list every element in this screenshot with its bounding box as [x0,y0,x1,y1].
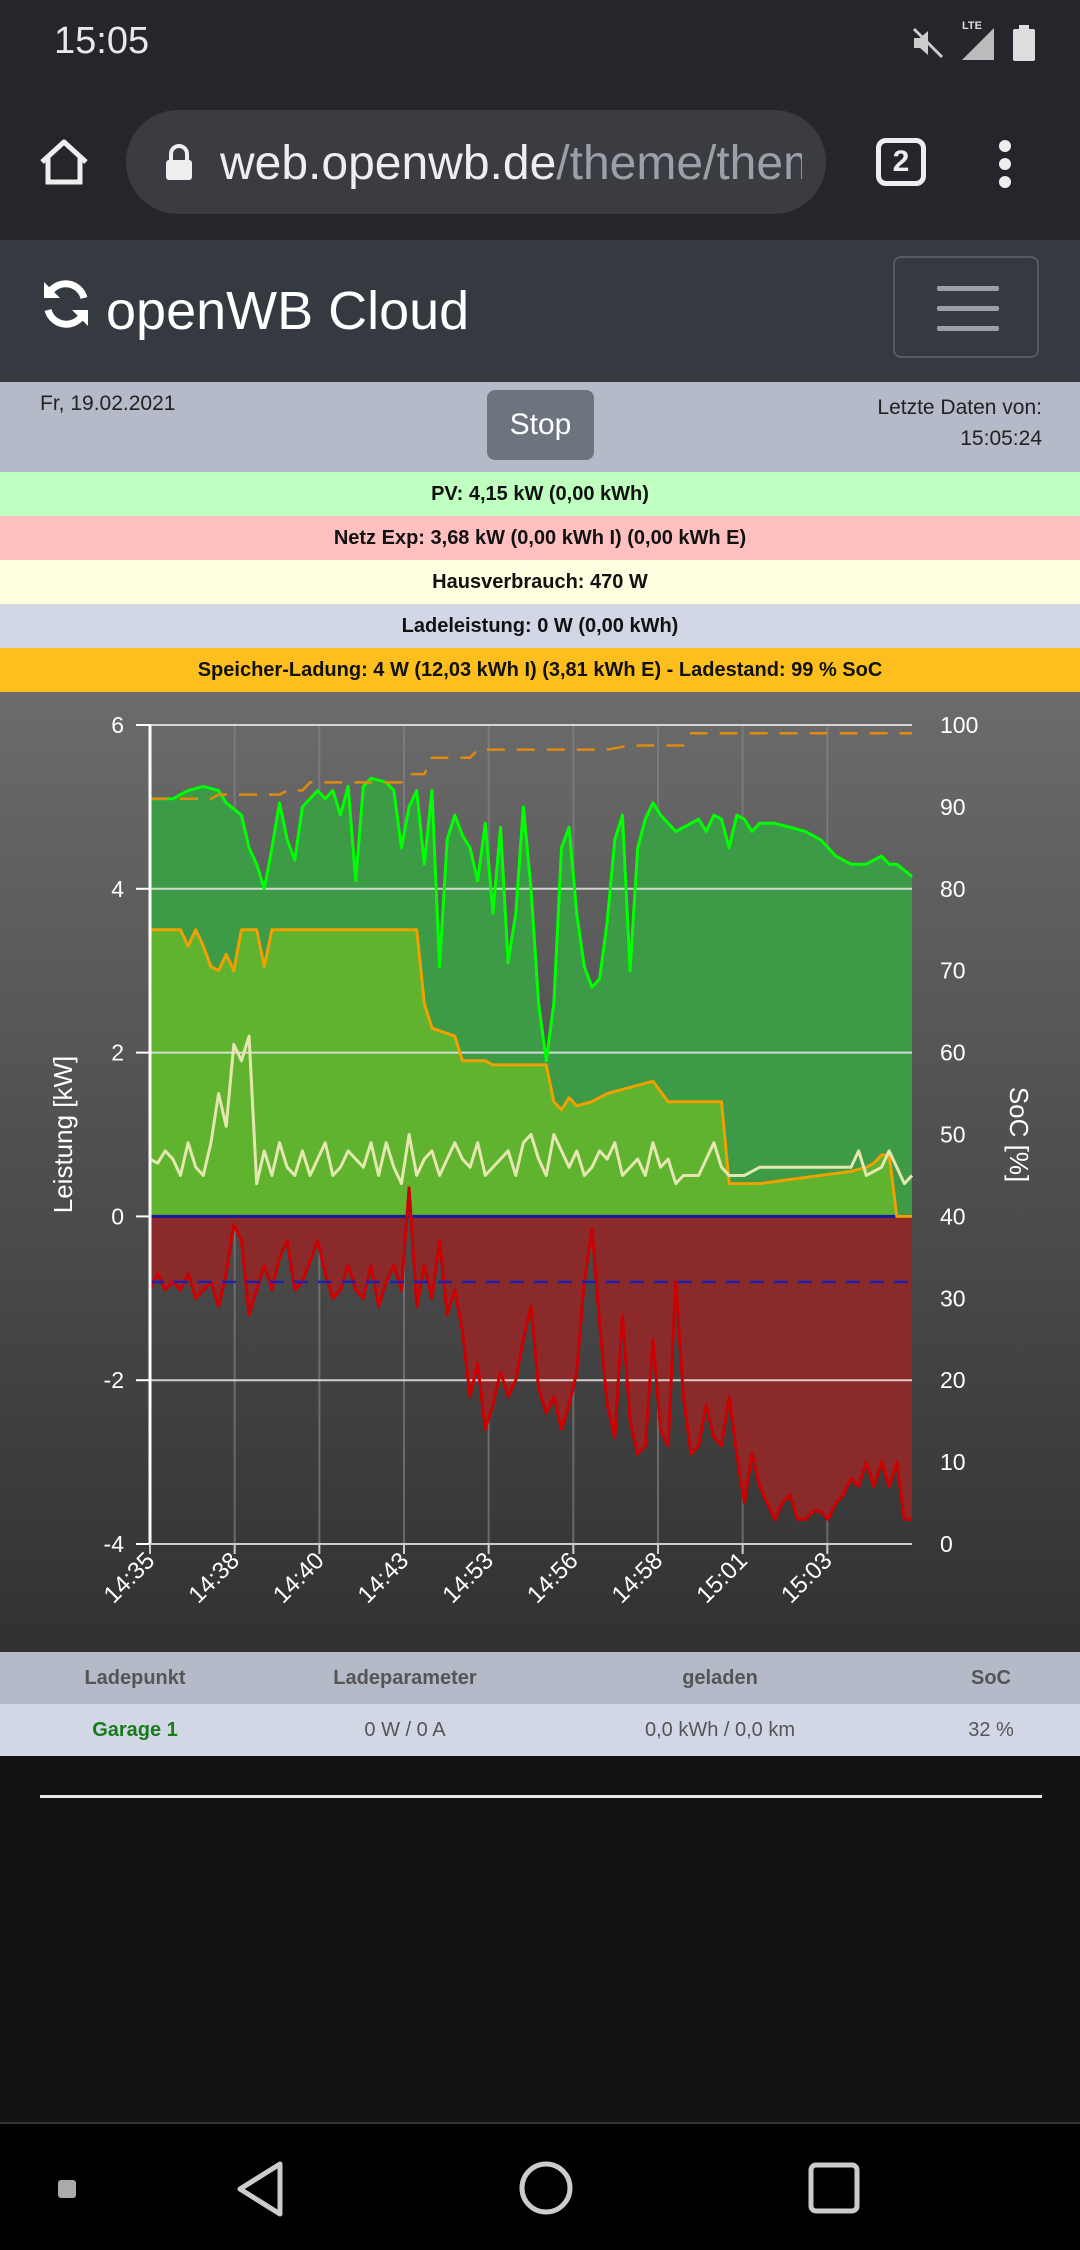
y2-tick-label: 40 [940,1203,966,1229]
x-tick-label: 14:58 [607,1547,669,1609]
y2-tick-label: 0 [940,1531,953,1557]
header-ladepunkt: Ladepunkt [84,1667,186,1689]
y2-tick-label: 90 [940,794,966,820]
table-header: Ladepunkt Ladeparameter geladen SoC [0,1652,1080,1704]
y-tick-label: -4 [104,1531,125,1557]
brand[interactable]: openWB Cloud [38,276,469,345]
mute-icon [910,25,946,66]
x-tick-label: 14:53 [437,1547,499,1609]
info-bar: Fr, 19.02.2021 Stop Letzte Daten von: 15… [0,382,1080,472]
y2-tick-label: 20 [940,1367,966,1393]
speicher-area [150,929,912,1217]
cell-geladen: 0,0 kWh / 0,0 km [644,1719,796,1741]
y2-axis-title: SoC [%] [1004,1087,1034,1182]
ladepunkt-table: Ladepunkt Ladeparameter geladen SoC Gara… [0,1652,1080,1756]
x-tick-label: 15:01 [691,1547,753,1609]
pv-line [150,776,913,1063]
last-data-time: 15:05:24 [960,427,1042,450]
hausverbrauch-line [149,1034,914,1186]
x-tick-label: 14:40 [268,1547,330,1609]
y-tick-label: -2 [104,1367,124,1393]
brand-title: openWB Cloud [106,280,470,341]
last-data: Letzte Daten von: 15:05:24 [877,392,1042,454]
pv-summary: PV: 4,15 kW (0,00 kWh) [0,472,1080,516]
y2-tick-label: 10 [940,1449,966,1475]
header-soc: SoC [971,1667,1011,1689]
clock: 15:05 [54,20,150,62]
recents-small-icon[interactable] [58,2180,76,2203]
haus-summary: Hausverbrauch: 470 W [0,560,1080,604]
status-bar: 15:05 LTE [0,0,1080,88]
cell-soc: 32 % [968,1719,1014,1741]
x-tick-label: 14:56 [522,1547,584,1609]
netz-summary: Netz Exp: 3,68 kW (0,00 kWh I) (0,00 kWh… [0,516,1080,560]
refresh-icon [38,276,94,345]
overflow-menu-icon[interactable] [990,136,1020,192]
back-icon[interactable] [234,2160,286,2223]
network-label: LTE [962,20,982,32]
app-navbar: openWB Cloud [0,240,1080,382]
date-label: Fr, 19.02.2021 [40,392,176,415]
y-tick-label: 0 [111,1203,124,1229]
x-tick-label: 15:03 [776,1547,838,1609]
y2-tick-label: 70 [940,958,966,984]
url-text: web.openwb.de/theme/them [220,136,802,191]
netz-area [150,1187,912,1520]
speicher-summary: Speicher-Ladung: 4 W (12,03 kWh I) (3,81… [0,648,1080,692]
y-tick-label: 2 [111,1040,124,1066]
y2-tick-label: 100 [940,712,978,738]
y2-tick-label: 30 [940,1285,966,1311]
speicher-line [150,928,912,1218]
y-tick-label: 6 [111,712,124,738]
header-ladeparameter: Ladeparameter [333,1667,477,1689]
lock-icon [162,144,196,187]
cell-ladepunkt[interactable]: Garage 1 [92,1719,178,1741]
home-nav-icon[interactable] [518,2160,574,2221]
system-nav-bar [0,2122,1080,2250]
url-path: /theme/them [556,137,802,190]
overview-icon[interactable] [808,2162,860,2219]
tabs-icon[interactable]: 2 [876,138,926,186]
x-tick-label: 14:38 [183,1547,245,1609]
netz-line [148,1186,912,1521]
table-row[interactable]: Garage 1 0 W / 0 A 0,0 kWh / 0,0 km 32 % [0,1704,1080,1756]
y2-tick-label: 80 [940,876,966,902]
lade-summary: Ladeleistung: 0 W (0,00 kWh) [0,604,1080,648]
soc-speicher-line [150,731,912,800]
url-domain: web.openwb.de [220,137,557,190]
url-bar[interactable]: web.openwb.de/theme/them [126,110,826,214]
power-chart: 6 4 2 0 -2 -4 100 90 80 70 60 50 40 30 20 10 0 14:35 14:38… [0,692,1080,1652]
header-geladen: geladen [682,1667,758,1689]
home-icon[interactable] [34,132,94,192]
y2-tick-label: 50 [940,1122,966,1148]
y2-tick-label: 60 [940,1040,966,1066]
y-tick-label: 4 [111,876,124,902]
x-tick-label: 14:43 [353,1547,415,1609]
cell-ladeparameter: 0 W / 0 A [364,1719,446,1741]
stop-button[interactable]: Stop [487,390,594,460]
hamburger-icon[interactable] [893,256,1039,358]
signal-icon: LTE [960,20,998,67]
battery-icon [1012,24,1036,67]
browser-toolbar: web.openwb.de/theme/them 2 [0,88,1080,240]
divider [40,1795,1042,1798]
last-data-label: Letzte Daten von: [877,396,1042,419]
y-axis-title: Leistung [kW] [48,1056,78,1214]
